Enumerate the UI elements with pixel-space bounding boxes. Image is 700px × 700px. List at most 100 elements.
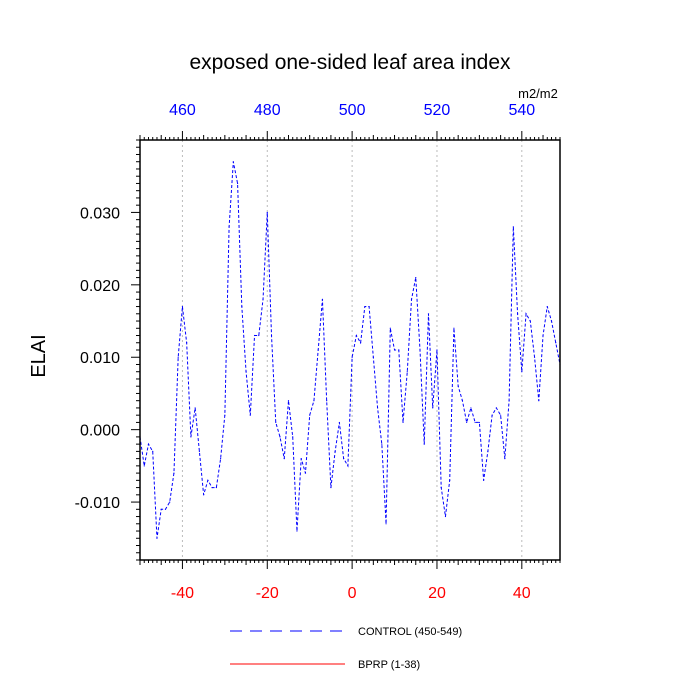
data-point	[249, 414, 251, 416]
data-point	[364, 305, 366, 308]
data-point	[478, 421, 480, 424]
x-top-tick-label: 460	[169, 102, 196, 119]
data-point	[393, 349, 396, 351]
data-point	[474, 421, 476, 424]
data-point	[508, 400, 510, 402]
data-point	[525, 313, 527, 315]
data-point	[173, 472, 175, 474]
data-point	[555, 342, 557, 344]
plot-frame	[139, 139, 561, 561]
data-point	[181, 305, 184, 308]
data-point	[194, 407, 196, 409]
data-point	[177, 356, 179, 358]
data-point	[190, 436, 192, 438]
data-point	[491, 414, 493, 416]
data-point	[270, 334, 273, 337]
data-point	[470, 407, 472, 409]
y-tick-label: 0.030	[80, 205, 120, 222]
data-point	[228, 226, 230, 228]
data-point	[309, 414, 311, 416]
data-point	[500, 414, 502, 416]
axis-tick-labels: -40 -20 0 20 40 460 480 500 520 540 -0.010 0.000 0.0…	[75, 102, 536, 602]
data-point	[279, 436, 281, 438]
data-point	[338, 421, 340, 424]
legend-label-control: CONTROL (450-549)	[358, 626, 462, 638]
x-top-tick-label: 480	[254, 102, 281, 119]
data-point	[516, 313, 519, 315]
data-point	[313, 400, 315, 402]
data-point	[198, 450, 200, 452]
data-point	[152, 450, 154, 452]
data-point	[253, 334, 256, 337]
y-tick-label: 0.010	[80, 350, 120, 367]
data-point	[220, 458, 222, 460]
data-point	[351, 356, 353, 358]
data-point	[453, 327, 455, 329]
data-point	[402, 421, 404, 424]
data-point	[334, 450, 336, 452]
x-bottom-tick-label: -20	[256, 585, 279, 602]
data-point	[292, 436, 294, 438]
data-point	[512, 226, 514, 228]
x-bottom-tick-label: 20	[428, 585, 446, 602]
data-point	[410, 298, 413, 300]
data-point	[432, 407, 434, 409]
data-point	[224, 414, 226, 416]
data-point	[355, 334, 357, 337]
data-point	[461, 400, 464, 402]
data-point	[466, 421, 468, 424]
data-point	[321, 298, 324, 300]
units-label: m2/m2	[518, 86, 558, 101]
data-point	[427, 313, 430, 315]
data-point	[415, 276, 417, 279]
data-point	[169, 501, 171, 503]
data-point	[207, 479, 209, 481]
data-point	[343, 458, 345, 460]
x-top-tick-label: 540	[508, 102, 535, 119]
legend: CONTROL (450-549) BPRP (1-38)	[230, 626, 462, 671]
data-point	[300, 458, 302, 460]
data-point	[232, 161, 234, 163]
data-point	[347, 465, 349, 467]
axis-ticks	[131, 131, 561, 569]
series-line-0	[139, 161, 561, 539]
data-point	[143, 465, 145, 467]
data-point	[529, 320, 531, 322]
data-point	[245, 371, 247, 373]
data-point	[495, 407, 497, 409]
y-axis-label: ELAI	[28, 334, 50, 377]
data-point	[419, 349, 421, 351]
data-point	[164, 508, 167, 510]
data-point	[376, 407, 379, 409]
data-point	[389, 327, 391, 329]
data-point	[160, 508, 162, 510]
data-point	[542, 334, 544, 337]
data-point	[186, 342, 188, 344]
y-tick-label: 0.000	[80, 423, 120, 440]
data-point	[546, 305, 548, 308]
data-point	[440, 486, 442, 489]
data-point	[423, 443, 425, 445]
series-control	[139, 161, 561, 539]
data-point	[296, 530, 298, 532]
x-bottom-tick-label: 0	[348, 585, 357, 602]
y-tick-label: -0.010	[75, 495, 120, 512]
y-tick-label: 0.020	[80, 278, 120, 295]
data-point	[533, 356, 536, 358]
data-point	[504, 458, 506, 460]
data-point	[550, 320, 553, 322]
x-bottom-tick-label: -40	[171, 585, 194, 602]
data-point	[156, 537, 158, 539]
grid-lines	[181, 140, 523, 560]
data-point	[147, 443, 150, 445]
data-point	[487, 450, 489, 452]
data-point	[483, 479, 485, 481]
data-point	[287, 400, 290, 402]
data-point	[406, 371, 408, 373]
data-point	[317, 349, 319, 351]
data-point	[275, 421, 277, 424]
data-point	[211, 486, 213, 489]
data-point	[457, 385, 459, 387]
data-point	[385, 523, 387, 525]
